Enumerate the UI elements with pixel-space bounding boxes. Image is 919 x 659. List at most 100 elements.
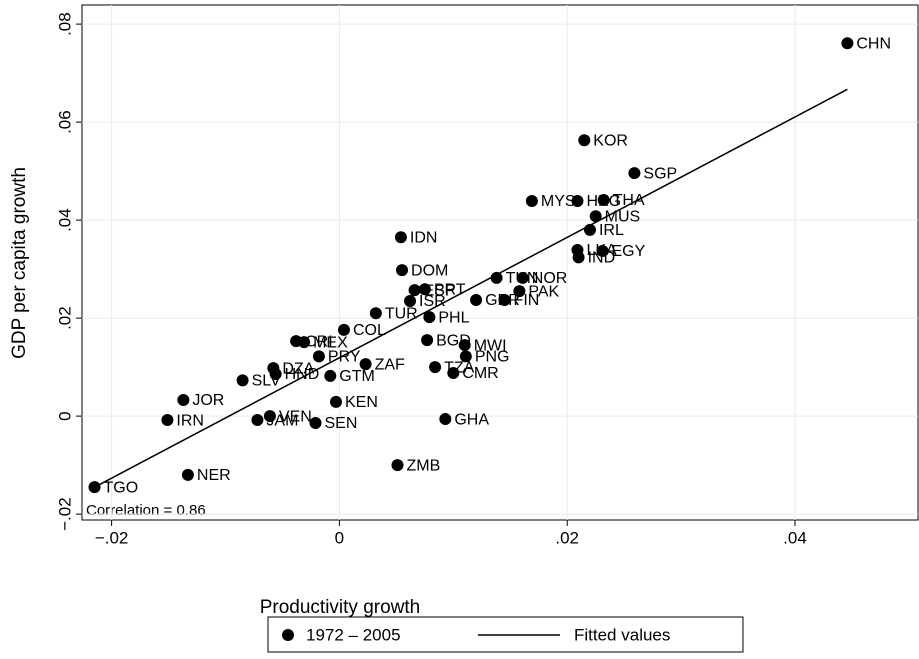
point [589, 210, 602, 223]
point [329, 395, 342, 408]
y-axis-label: GDP per capita growth [9, 167, 30, 359]
point-label: KOR [593, 132, 628, 149]
y-tick-label: −.02 [55, 497, 74, 531]
point [429, 361, 442, 374]
point [447, 366, 460, 379]
point-label: IDN [410, 229, 438, 246]
point [298, 336, 311, 349]
y-tick-label: .02 [55, 306, 74, 330]
point [490, 271, 503, 284]
point [516, 271, 529, 284]
point [421, 334, 434, 347]
point-label: NOR [532, 270, 568, 287]
legend-label: Fitted values [574, 625, 670, 644]
point-label: CMR [462, 365, 498, 382]
legend-marker [282, 629, 294, 641]
point [423, 311, 436, 324]
point [177, 393, 190, 406]
x-tick-label: .02 [555, 528, 579, 547]
point [312, 350, 325, 363]
x-tick-label: 0 [335, 528, 344, 547]
point [459, 350, 472, 363]
point [359, 358, 372, 371]
point [458, 339, 471, 352]
point [841, 37, 854, 50]
point [181, 468, 194, 481]
y-tick-label: .04 [55, 208, 74, 232]
point [394, 231, 407, 244]
point [396, 264, 409, 277]
point-label: DZA [282, 360, 314, 377]
point [408, 284, 421, 297]
fit-line [94, 88, 848, 488]
point-label: GTM [339, 368, 375, 385]
point-label: MEX [313, 334, 348, 351]
point-label: HKG [586, 193, 621, 210]
point-label: BGD [436, 332, 471, 349]
point [571, 195, 584, 208]
point [324, 369, 337, 382]
y-tick-label: .06 [55, 110, 74, 134]
x-axis-label: Productivity growth [260, 597, 421, 618]
y-tick-label: 0 [55, 411, 74, 420]
point [418, 283, 431, 296]
point-label: MWI [474, 337, 507, 354]
point-label: PAK [528, 283, 559, 300]
point-label: DOM [411, 262, 448, 279]
y-tick-label: .08 [55, 12, 74, 36]
point-label: ISR [419, 293, 446, 310]
point-label: ZAF [375, 356, 405, 373]
point [578, 134, 591, 147]
point [337, 323, 350, 336]
point-label: IRN [176, 412, 204, 429]
point-label: FIN [514, 292, 540, 309]
point [513, 285, 526, 298]
point-label: CRI [305, 333, 333, 350]
point-label: NER [197, 467, 231, 484]
point [628, 167, 641, 180]
point-label: SGP [643, 165, 677, 182]
point [596, 244, 609, 257]
point-label: PNG [475, 349, 510, 366]
point-label: VEN [279, 408, 312, 425]
point-label: IND [588, 250, 616, 267]
point [269, 367, 282, 380]
point-label: PRY [328, 349, 361, 366]
point-label: PRT [434, 281, 466, 298]
point [369, 307, 382, 320]
point [263, 410, 276, 423]
point-label: GHA [454, 411, 489, 428]
point [439, 413, 452, 426]
plot-frame [81, 4, 919, 521]
x-tick-label: −.02 [95, 528, 129, 547]
point-label: IRL [599, 222, 624, 239]
point [236, 374, 249, 387]
point-label: ZMB [406, 457, 440, 474]
point-label: ESP [424, 282, 456, 299]
point-label: THA [613, 192, 645, 209]
point-label: EGY [612, 243, 646, 260]
point-label: TGO [104, 479, 139, 496]
point-label: PHL [438, 309, 469, 326]
point [525, 195, 538, 208]
point [404, 294, 417, 307]
point [597, 194, 610, 207]
point-label: KEN [345, 394, 378, 411]
point [391, 459, 404, 472]
annotation: Correlation = 0.86 [86, 502, 206, 519]
point-label: SEN [324, 415, 357, 432]
point [572, 251, 585, 264]
point-label: SLV [252, 373, 281, 390]
legend-label: 1972 – 2005 [306, 625, 401, 644]
x-tick-label: .04 [783, 528, 807, 547]
point [498, 293, 511, 306]
point [470, 293, 483, 306]
point [309, 416, 322, 429]
point-label: HND [285, 366, 320, 383]
point-label: CHN [856, 35, 891, 52]
point [161, 414, 174, 427]
point-label: GBR [485, 292, 520, 309]
point-label: MYS [541, 193, 576, 210]
